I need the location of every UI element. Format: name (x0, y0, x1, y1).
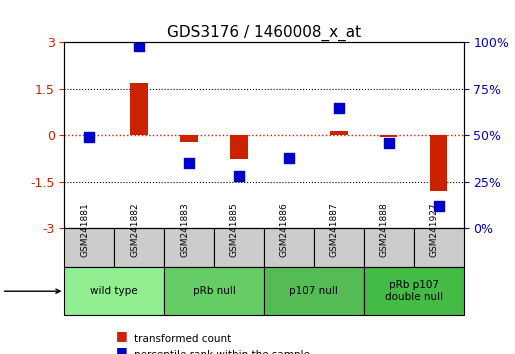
FancyBboxPatch shape (114, 228, 164, 267)
Text: p107 null: p107 null (289, 286, 338, 296)
Text: pRb null: pRb null (193, 286, 235, 296)
Title: GDS3176 / 1460008_x_at: GDS3176 / 1460008_x_at (167, 25, 361, 41)
Text: ■: ■ (116, 345, 128, 354)
Bar (330, 131, 348, 135)
FancyBboxPatch shape (164, 228, 214, 267)
Text: wild type: wild type (91, 286, 138, 296)
FancyBboxPatch shape (364, 228, 414, 267)
Bar (180, 135, 198, 142)
Text: GSM241881: GSM241881 (80, 203, 89, 257)
Text: GSM241888: GSM241888 (380, 203, 389, 257)
Text: pRb p107
double null: pRb p107 double null (385, 280, 443, 302)
Point (335, 105, 343, 110)
Bar (380, 135, 398, 137)
Point (435, 203, 443, 209)
Bar (230, 135, 248, 159)
Text: ■: ■ (116, 329, 128, 342)
Text: GSM241885: GSM241885 (230, 203, 239, 257)
FancyBboxPatch shape (64, 267, 164, 315)
Point (285, 155, 293, 160)
Bar (430, 135, 448, 191)
Text: GSM241927: GSM241927 (430, 203, 439, 257)
FancyBboxPatch shape (64, 228, 114, 267)
Text: percentile rank within the sample: percentile rank within the sample (134, 350, 310, 354)
Text: genotype/variation: genotype/variation (0, 286, 60, 296)
Text: GSM241882: GSM241882 (130, 203, 139, 257)
Point (135, 44, 143, 49)
FancyBboxPatch shape (414, 228, 464, 267)
FancyBboxPatch shape (214, 228, 264, 267)
Text: GSM241886: GSM241886 (280, 203, 289, 257)
Point (385, 140, 393, 146)
FancyBboxPatch shape (164, 267, 264, 315)
Point (185, 160, 193, 166)
Text: GSM241883: GSM241883 (180, 203, 189, 257)
FancyBboxPatch shape (364, 267, 464, 315)
Text: transformed count: transformed count (134, 334, 231, 344)
Bar (130, 83, 148, 135)
Text: GSM241887: GSM241887 (330, 203, 339, 257)
Point (85, 135, 93, 140)
FancyBboxPatch shape (264, 228, 314, 267)
FancyBboxPatch shape (264, 267, 364, 315)
FancyBboxPatch shape (314, 228, 364, 267)
Point (235, 173, 243, 179)
